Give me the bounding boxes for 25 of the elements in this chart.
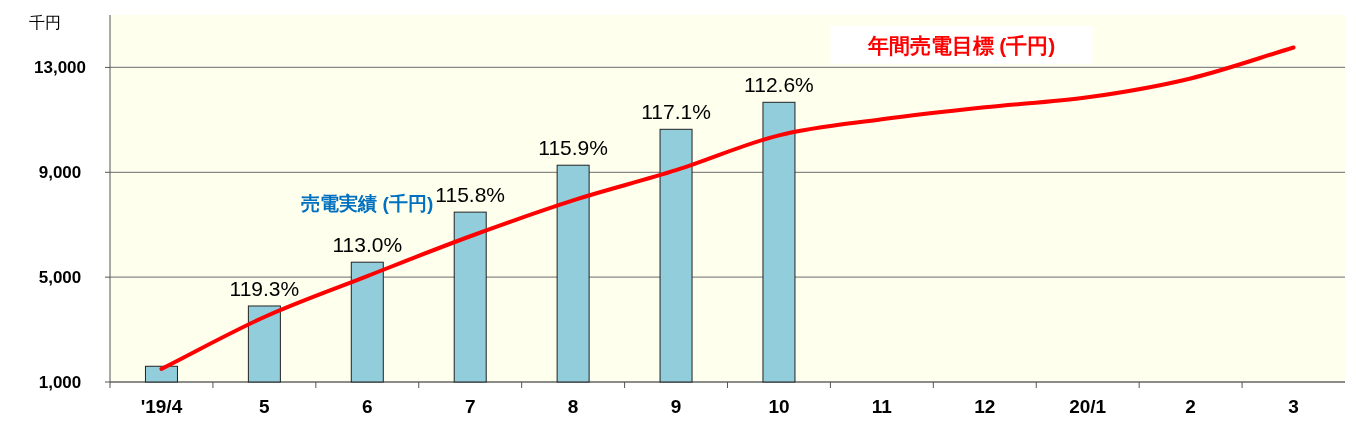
x-tick-label: 8 bbox=[567, 396, 579, 417]
y-axis-title: 千円 bbox=[29, 14, 61, 31]
y-tick-label: 5,000 bbox=[38, 268, 82, 288]
annotation: 119.3% bbox=[229, 276, 300, 300]
x-tick-label: 7 bbox=[464, 396, 476, 417]
x-tick-label: 6 bbox=[362, 396, 373, 417]
x-tick-label: 5 bbox=[259, 396, 271, 417]
y-tick-label: 13,000 bbox=[34, 58, 86, 78]
y-tick-label: 1,000 bbox=[38, 373, 82, 392]
annotation: 113.0% bbox=[332, 233, 403, 257]
x-tick-label: 20/1 bbox=[1069, 396, 1107, 417]
annotation: 117.1% bbox=[641, 100, 711, 124]
y-tick-label: 9,000 bbox=[38, 163, 82, 183]
x-tick-label: '19/4 bbox=[140, 396, 183, 417]
x-tick-label: 9 bbox=[670, 396, 682, 417]
x-tick-label: 12 bbox=[974, 396, 996, 417]
annotation: 112.6% bbox=[744, 73, 814, 97]
series-label: 売電実績 (千円) bbox=[301, 193, 434, 214]
x-tick-label: 3 bbox=[1288, 396, 1299, 417]
x-tick-label: 10 bbox=[768, 396, 790, 417]
x-tick-label: 2 bbox=[1185, 396, 1196, 417]
text: 年間売電目標 (千円) bbox=[866, 34, 1056, 57]
annotation: 115.9% bbox=[538, 136, 608, 160]
annotation: 115.8% bbox=[435, 183, 506, 207]
x-tick-label: 11 bbox=[871, 396, 893, 417]
